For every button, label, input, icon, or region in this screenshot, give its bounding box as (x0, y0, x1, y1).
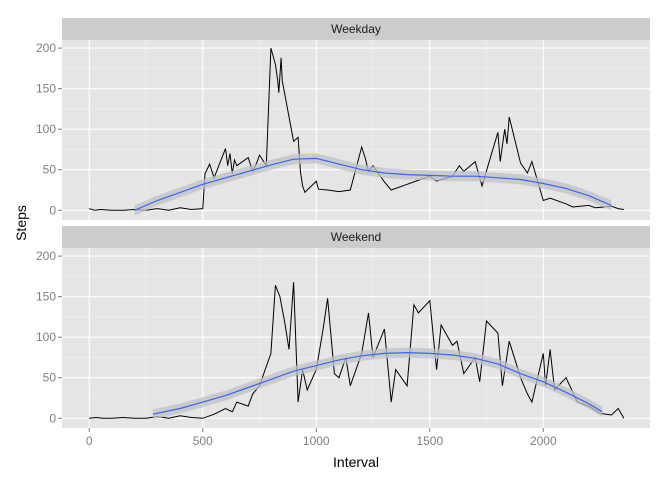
steps-series-line (89, 282, 625, 419)
x-tick-label: 0 (86, 434, 93, 448)
panel-background (62, 40, 650, 220)
facet-strip (62, 18, 650, 40)
y-tick-label: 50 (43, 163, 57, 177)
y-tick-label: 100 (36, 122, 56, 136)
facet-panel-weekday: Weekday 0 50 100 150 200 (36, 18, 650, 220)
y-tick-label: 100 (36, 330, 56, 344)
x-tick-label: 1000 (303, 434, 330, 448)
panel-background (62, 248, 650, 428)
x-tick-label: 2000 (530, 434, 557, 448)
steps-series-line (89, 47, 624, 211)
y-tick-label: 150 (36, 290, 56, 304)
y-axis-title: Steps (13, 205, 29, 241)
smooth-trend-line (134, 157, 612, 211)
y-tick-label: 0 (49, 203, 56, 217)
x-tick-label: 1500 (416, 434, 443, 448)
y-tick-label: 200 (36, 249, 56, 263)
y-tick-label: 200 (36, 41, 56, 55)
smooth-confidence-band (134, 153, 612, 216)
smooth-confidence-band (152, 347, 603, 420)
facet-strip-label: Weekday (331, 22, 381, 36)
y-tick-label: 150 (36, 82, 56, 96)
x-tick-label: 500 (193, 434, 213, 448)
facet-strip (62, 226, 650, 248)
x-axis-title: Interval (333, 454, 379, 470)
smooth-trend-line (152, 351, 603, 415)
y-tick-label: 50 (43, 371, 57, 385)
y-tick-label: 0 (49, 411, 56, 425)
facet-strip-label: Weekend (331, 230, 381, 244)
